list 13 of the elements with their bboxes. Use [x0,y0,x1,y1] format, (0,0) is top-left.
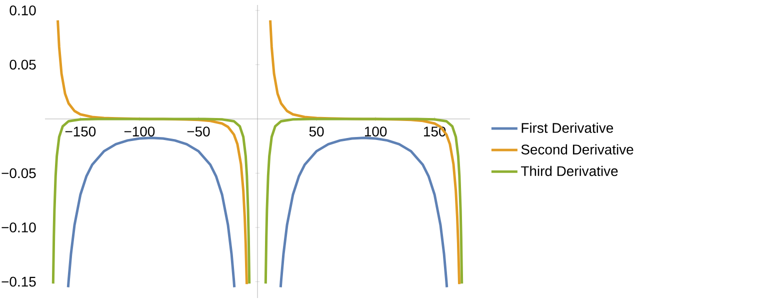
y-tick-label: −0.10 [2,222,36,232]
y-tick-label: 0.10 [10,5,36,16]
x-tick-label: 50 [309,126,324,136]
legend-label: Second Derivative [521,144,634,154]
y-tick-label: 0.05 [10,60,36,70]
legend-label: First Derivative [522,122,614,133]
x-tick-label: 100 [364,126,387,136]
legend-label: Third Derivative [520,166,618,176]
y-tick-label: −0.15 [2,276,36,287]
y-tick-label: −0.05 [2,168,36,178]
x-tick-label: −150 [65,126,96,136]
x-tick-label: −50 [187,126,210,136]
x-tick-label: −100 [124,126,155,136]
